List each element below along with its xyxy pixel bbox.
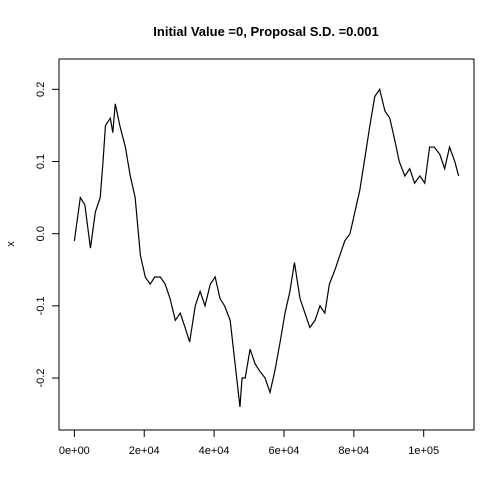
x-tick-label: 2e+04 [129,445,160,457]
x-tick-label: 0e+00 [59,445,90,457]
chart-title: Initial Value =0, Proposal S.D. =0.001 [153,24,378,39]
y-tick-label: 0.2 [35,82,47,97]
y-tick-label: 0.0 [35,226,47,241]
y-axis-label: x [5,241,17,247]
trace-line [73,87,460,407]
x-tick-label: 1e+05 [408,445,439,457]
x-tick-label: 4e+04 [199,445,230,457]
y-tick-label: 0.1 [35,154,47,169]
plot-box [58,58,475,431]
y-tick-label: -0.1 [35,296,47,315]
x-tick-label: 6e+04 [269,445,300,457]
y-tick-label: -0.2 [35,369,47,388]
x-tick-label: 8e+04 [338,445,369,457]
